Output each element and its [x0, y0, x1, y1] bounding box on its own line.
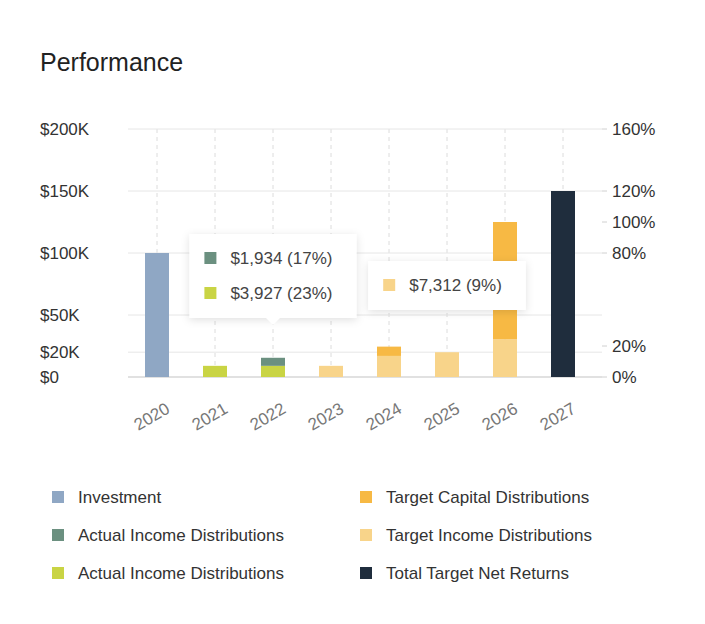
y-tick-label: $0: [40, 368, 59, 387]
x-tick-label: 2024: [363, 399, 405, 434]
tooltip-pointer: [266, 318, 280, 325]
y2-tick-label: 160%: [612, 120, 655, 139]
tooltip-swatch: [204, 287, 216, 299]
title: Performance: [40, 48, 183, 76]
y-tick-label: $20K: [40, 343, 80, 362]
x-tick-label: 2023: [305, 399, 347, 434]
y-tick-label: $50K: [40, 306, 80, 325]
legend-swatch: [360, 491, 372, 503]
bar: [261, 358, 285, 366]
bar: [319, 366, 343, 377]
bar: [551, 191, 575, 377]
bar: [493, 339, 517, 377]
x-tick-label: 2020: [131, 399, 173, 434]
bar: [203, 366, 227, 377]
y-tick-label: $150K: [40, 182, 90, 201]
legend-label: Total Target Net Returns: [386, 564, 569, 583]
y2-tick: [602, 253, 607, 254]
y2-tick-label: 20%: [612, 337, 646, 356]
tooltip-swatch: [383, 279, 395, 291]
x-tick-label: 2026: [479, 399, 521, 434]
x-tick-label: 2025: [421, 399, 463, 434]
tooltip-box: [189, 234, 356, 318]
x-tick-label: 2021: [189, 399, 231, 434]
legend-label: Target Capital Distributions: [386, 488, 589, 507]
x-tick-label: 2022: [247, 399, 289, 434]
legend-label: Investment: [78, 488, 161, 507]
tooltip-text: $3,927 (23%): [230, 284, 332, 303]
bar: [435, 352, 459, 377]
grid-line: [128, 191, 602, 192]
bars: [145, 191, 575, 377]
bar: [377, 347, 401, 356]
grid-line: [128, 377, 602, 378]
y2-tick: [602, 346, 607, 347]
legend-swatch: [52, 491, 64, 503]
legend-swatch: [52, 529, 64, 541]
x-tick-label: 2027: [537, 399, 579, 434]
grid-line: [128, 129, 602, 130]
legend-label: Actual Income Distributions: [78, 526, 284, 545]
bar: [261, 366, 285, 377]
chart: Performance $0 $20K $50K $100K $150K $200K 0% 20…: [0, 0, 705, 624]
bar: [145, 253, 169, 377]
legend-label: Actual Income Distributions: [78, 564, 284, 583]
legend-swatch: [360, 567, 372, 579]
y2-tick-label: 120%: [612, 182, 655, 201]
y-tick-label: $200K: [40, 120, 90, 139]
y2-tick: [602, 222, 607, 223]
tooltip: $7,312 (9%): [368, 261, 526, 310]
x-axis-line: [128, 377, 602, 378]
y2-tick-label: 100%: [612, 213, 655, 232]
tooltip: $1,934 (17%) $3,927 (23%): [189, 234, 356, 325]
tooltip-swatch: [204, 252, 216, 264]
y2-tick: [602, 377, 607, 378]
tooltip-text: $7,312 (9%): [409, 276, 502, 295]
tooltip-box: [368, 261, 526, 310]
tooltip-text: $1,934 (17%): [230, 249, 332, 268]
y2-tick: [602, 129, 607, 130]
y2-tick-label: 0%: [612, 368, 637, 387]
legend-swatch: [360, 529, 372, 541]
y2-tick-label: 80%: [612, 244, 646, 263]
y2-tick: [602, 191, 607, 192]
legend-label: Target Income Distributions: [386, 526, 592, 545]
y-tick-label: $100K: [40, 244, 90, 263]
grid-line: [128, 352, 602, 353]
legend-swatch: [52, 567, 64, 579]
bar: [377, 356, 401, 377]
